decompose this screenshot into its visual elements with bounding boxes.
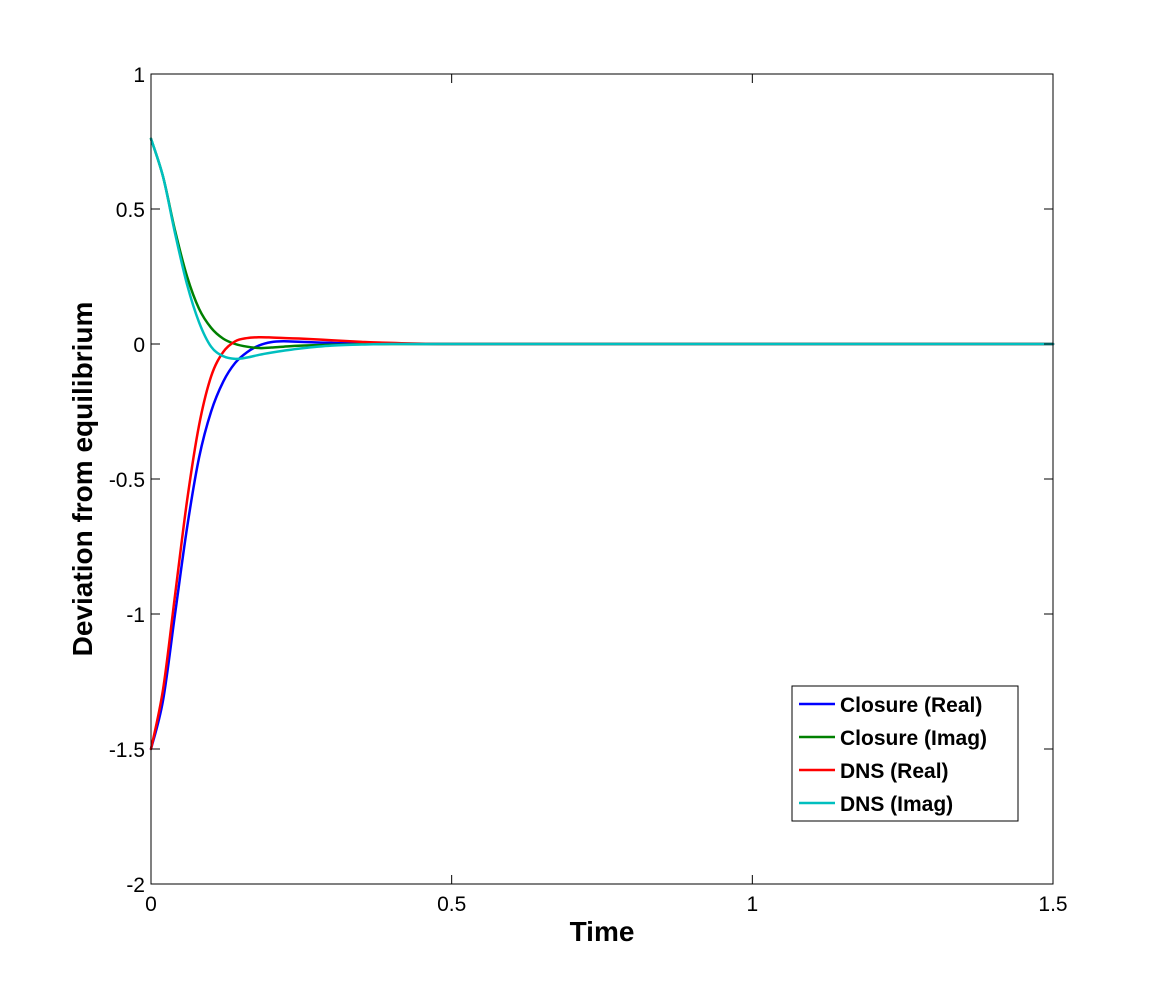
legend-box bbox=[791, 685, 1019, 822]
y-tick-label: -2 bbox=[126, 874, 145, 897]
y-tick-label: 0.5 bbox=[116, 199, 145, 222]
y-tick-label: -1.5 bbox=[109, 739, 145, 762]
legend-label: Closure (Imag) bbox=[840, 727, 987, 750]
y-axis-title: Deviation from equilibrium bbox=[67, 302, 98, 657]
y-tick-label: 1 bbox=[133, 64, 145, 87]
legend-label: DNS (Real) bbox=[840, 760, 949, 783]
x-axis-title: Time bbox=[570, 916, 635, 947]
series-line-4 bbox=[149, 137, 1055, 361]
x-tick-label: 0.5 bbox=[437, 893, 466, 916]
y-tick-label: -0.5 bbox=[109, 469, 145, 492]
y-tick-label: -1 bbox=[126, 604, 145, 627]
x-tick-label: 1 bbox=[746, 893, 758, 916]
ticks-layer: 0 0.5 1 1.5 -2 -1.5 -1 -0.5 0 0.5 1 bbox=[109, 64, 1068, 916]
legend-label: Closure (Real) bbox=[840, 694, 982, 717]
legend-label: DNS (Imag) bbox=[840, 793, 953, 816]
x-tick-label: 0 bbox=[145, 893, 157, 916]
y-tick-label: 0 bbox=[133, 334, 145, 357]
x-tick-label: 1.5 bbox=[1038, 893, 1067, 916]
series-layer bbox=[149, 137, 1055, 751]
legend: Closure (Real) Closure (Imag) DNS (Real) DN… bbox=[791, 685, 1019, 822]
